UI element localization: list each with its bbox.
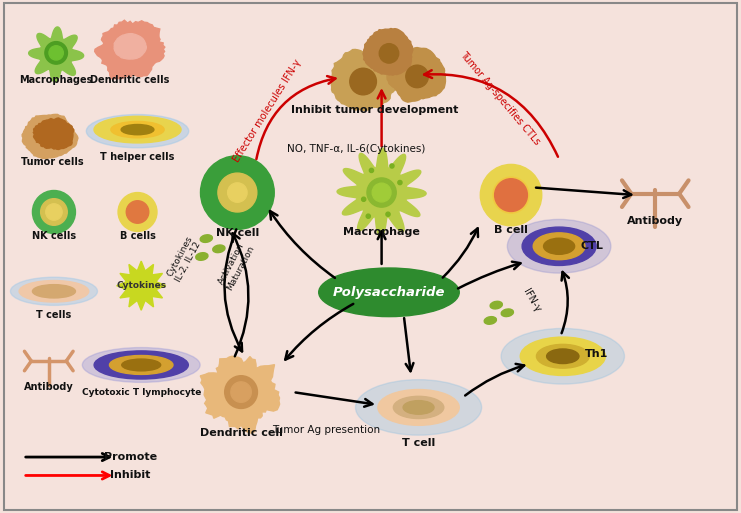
Ellipse shape bbox=[406, 65, 428, 88]
Polygon shape bbox=[200, 356, 279, 433]
Text: Macrophages: Macrophages bbox=[19, 75, 93, 85]
Text: Cytokines: Cytokines bbox=[116, 281, 166, 290]
Text: Dendritic cells: Dendritic cells bbox=[90, 75, 170, 85]
Ellipse shape bbox=[398, 181, 402, 185]
Ellipse shape bbox=[126, 201, 149, 223]
Text: Inhibit: Inhibit bbox=[110, 470, 150, 481]
Text: Effector molecules IFN-γ: Effector molecules IFN-γ bbox=[231, 57, 303, 164]
Ellipse shape bbox=[356, 380, 482, 435]
Ellipse shape bbox=[522, 227, 596, 265]
Ellipse shape bbox=[350, 68, 376, 95]
Text: Th1: Th1 bbox=[585, 349, 608, 359]
Ellipse shape bbox=[390, 164, 394, 168]
Ellipse shape bbox=[372, 183, 391, 202]
Text: Tumor Ag-specifies CTLs: Tumor Ag-specifies CTLs bbox=[458, 49, 542, 147]
Ellipse shape bbox=[501, 328, 625, 384]
Text: IFN-γ: IFN-γ bbox=[521, 287, 542, 313]
Text: B cell: B cell bbox=[494, 225, 528, 235]
Ellipse shape bbox=[547, 349, 579, 364]
Text: CTL: CTL bbox=[581, 241, 604, 251]
Ellipse shape bbox=[378, 389, 459, 425]
Ellipse shape bbox=[534, 233, 585, 260]
Ellipse shape bbox=[213, 245, 225, 252]
Text: Tumor Ag presention: Tumor Ag presention bbox=[272, 425, 380, 436]
Text: Antibody: Antibody bbox=[24, 382, 73, 392]
Ellipse shape bbox=[493, 177, 529, 213]
Text: T cell: T cell bbox=[402, 438, 435, 448]
Polygon shape bbox=[114, 34, 146, 59]
Text: T helper cells: T helper cells bbox=[100, 152, 175, 162]
Ellipse shape bbox=[508, 220, 611, 273]
Polygon shape bbox=[95, 20, 165, 78]
Ellipse shape bbox=[200, 235, 213, 243]
Ellipse shape bbox=[536, 344, 589, 368]
Text: Tumor cells: Tumor cells bbox=[21, 157, 84, 167]
Ellipse shape bbox=[366, 214, 370, 219]
Ellipse shape bbox=[501, 309, 514, 317]
Ellipse shape bbox=[122, 359, 161, 371]
Ellipse shape bbox=[118, 192, 157, 231]
Ellipse shape bbox=[379, 44, 399, 63]
Ellipse shape bbox=[319, 268, 459, 317]
Text: Macrophage: Macrophage bbox=[343, 227, 420, 237]
Text: NK cell: NK cell bbox=[216, 228, 259, 239]
Text: B cells: B cells bbox=[119, 231, 156, 241]
Text: Cytotoxic T lymphocyte: Cytotoxic T lymphocyte bbox=[82, 388, 201, 397]
Ellipse shape bbox=[45, 42, 67, 64]
Ellipse shape bbox=[495, 179, 528, 211]
Text: Activation
Maturation: Activation Maturation bbox=[216, 240, 256, 292]
Text: NK cells: NK cells bbox=[32, 231, 76, 241]
Ellipse shape bbox=[480, 164, 542, 226]
Polygon shape bbox=[29, 27, 84, 82]
Ellipse shape bbox=[393, 397, 444, 419]
Polygon shape bbox=[363, 29, 413, 75]
Ellipse shape bbox=[369, 168, 373, 172]
Text: Dendritic cell: Dendritic cell bbox=[199, 428, 282, 438]
Ellipse shape bbox=[484, 317, 496, 324]
Ellipse shape bbox=[94, 116, 181, 143]
Ellipse shape bbox=[231, 382, 251, 402]
Ellipse shape bbox=[33, 285, 76, 298]
Polygon shape bbox=[331, 49, 398, 111]
Polygon shape bbox=[387, 48, 446, 102]
Ellipse shape bbox=[386, 212, 390, 216]
Text: Polysaccharide: Polysaccharide bbox=[333, 286, 445, 299]
Text: Inhibit tumor development: Inhibit tumor development bbox=[291, 105, 459, 115]
Ellipse shape bbox=[49, 46, 63, 60]
Ellipse shape bbox=[490, 301, 502, 309]
Ellipse shape bbox=[10, 277, 98, 305]
Ellipse shape bbox=[520, 337, 605, 376]
Polygon shape bbox=[22, 114, 78, 159]
Ellipse shape bbox=[41, 199, 67, 225]
Ellipse shape bbox=[225, 180, 250, 205]
Text: T cells: T cells bbox=[36, 310, 72, 320]
Ellipse shape bbox=[33, 190, 76, 233]
Ellipse shape bbox=[196, 253, 208, 260]
Ellipse shape bbox=[225, 180, 250, 205]
Ellipse shape bbox=[227, 183, 247, 202]
Text: NO, TNF-α, IL-6(Cytokines): NO, TNF-α, IL-6(Cytokines) bbox=[287, 144, 425, 154]
Ellipse shape bbox=[46, 204, 62, 220]
Polygon shape bbox=[33, 118, 73, 149]
Ellipse shape bbox=[86, 114, 189, 148]
Text: Promote: Promote bbox=[104, 452, 156, 462]
Ellipse shape bbox=[403, 401, 434, 414]
Ellipse shape bbox=[19, 281, 89, 302]
Ellipse shape bbox=[362, 197, 366, 201]
Text: Cytokines
IL-2, IL-12: Cytokines IL-2, IL-12 bbox=[165, 235, 203, 283]
Ellipse shape bbox=[82, 348, 200, 382]
Ellipse shape bbox=[225, 376, 257, 408]
Ellipse shape bbox=[218, 173, 257, 212]
Ellipse shape bbox=[110, 356, 173, 374]
Text: Antibody: Antibody bbox=[627, 215, 683, 226]
Ellipse shape bbox=[367, 178, 396, 207]
Ellipse shape bbox=[111, 122, 165, 138]
Polygon shape bbox=[337, 148, 426, 237]
Polygon shape bbox=[116, 261, 166, 310]
Ellipse shape bbox=[201, 156, 274, 229]
Ellipse shape bbox=[121, 125, 154, 135]
Ellipse shape bbox=[544, 238, 574, 254]
Ellipse shape bbox=[94, 351, 188, 379]
